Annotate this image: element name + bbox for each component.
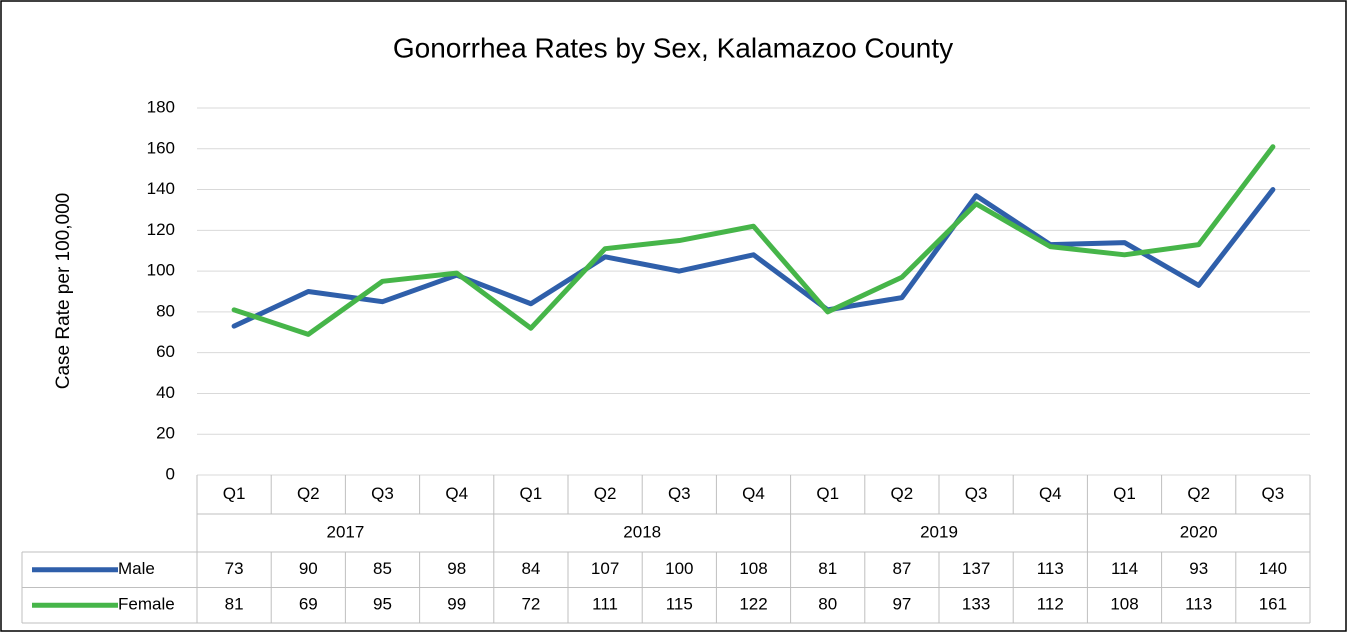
y-tick-label: 140	[147, 179, 175, 198]
table-value: 80	[818, 595, 837, 614]
x-group-label: 2017	[326, 522, 364, 541]
x-group-label: 2018	[623, 522, 661, 541]
y-tick-label: 120	[147, 220, 175, 239]
x-tick-label: Q3	[371, 484, 394, 503]
table-value: 98	[447, 559, 466, 578]
y-tick-label: 80	[156, 301, 175, 320]
y-tick-label: 0	[166, 464, 175, 483]
table-value: 69	[299, 595, 318, 614]
table-value: 85	[373, 559, 392, 578]
y-axis-label: Case Rate per 100,000	[53, 193, 74, 389]
table-value: 161	[1259, 595, 1287, 614]
table-value: 87	[892, 559, 911, 578]
x-tick-label: Q2	[594, 484, 617, 503]
x-group-label: 2019	[920, 522, 958, 541]
table-value: 140	[1259, 559, 1287, 578]
table-value: 97	[892, 595, 911, 614]
table-value: 137	[962, 559, 990, 578]
table-value: 133	[962, 595, 990, 614]
x-tick-label: Q2	[891, 484, 914, 503]
table-value: 122	[739, 595, 767, 614]
table-value: 90	[299, 559, 318, 578]
x-tick-label: Q1	[1113, 484, 1136, 503]
table-value: 108	[739, 559, 767, 578]
y-tick-label: 100	[147, 261, 175, 280]
table-value: 113	[1185, 595, 1212, 614]
table-value: 113	[1037, 559, 1064, 578]
table-value: 81	[225, 595, 244, 614]
series-line	[231, 187, 1276, 329]
table-value: 72	[521, 595, 540, 614]
table-value: 93	[1189, 559, 1208, 578]
table-value: 84	[521, 559, 540, 578]
series-line	[231, 144, 1276, 337]
legend-label: Female	[118, 595, 175, 614]
x-tick-label: Q4	[445, 484, 468, 503]
table-value: 95	[373, 595, 392, 614]
chart-title: Gonorrhea Rates by Sex, Kalamazoo County	[393, 32, 953, 63]
x-tick-label: Q3	[668, 484, 691, 503]
table-value: 99	[447, 595, 466, 614]
x-tick-label: Q4	[742, 484, 765, 503]
table-value: 115	[666, 595, 693, 614]
y-tick-label: 20	[156, 424, 175, 443]
table-value: 100	[665, 559, 693, 578]
y-tick-label: 160	[147, 138, 175, 157]
x-tick-label: Q1	[223, 484, 246, 503]
x-tick-label: Q1	[520, 484, 543, 503]
legend-label: Male	[118, 559, 155, 578]
table-value: 108	[1110, 595, 1138, 614]
y-tick-label: 180	[147, 97, 175, 116]
table-value: 112	[1037, 595, 1064, 614]
x-tick-label: Q1	[816, 484, 839, 503]
table-value: 107	[591, 559, 619, 578]
y-tick-label: 60	[156, 342, 175, 361]
table-value: 114	[1111, 559, 1138, 578]
x-tick-label: Q4	[1039, 484, 1062, 503]
y-tick-label: 40	[156, 383, 175, 402]
x-tick-label: Q3	[965, 484, 988, 503]
table-value: 73	[225, 559, 244, 578]
table-value: 81	[818, 559, 837, 578]
x-tick-label: Q2	[1187, 484, 1210, 503]
x-tick-label: Q2	[297, 484, 320, 503]
x-group-label: 2020	[1180, 522, 1218, 541]
table-value: 111	[592, 595, 618, 614]
x-tick-label: Q3	[1262, 484, 1285, 503]
